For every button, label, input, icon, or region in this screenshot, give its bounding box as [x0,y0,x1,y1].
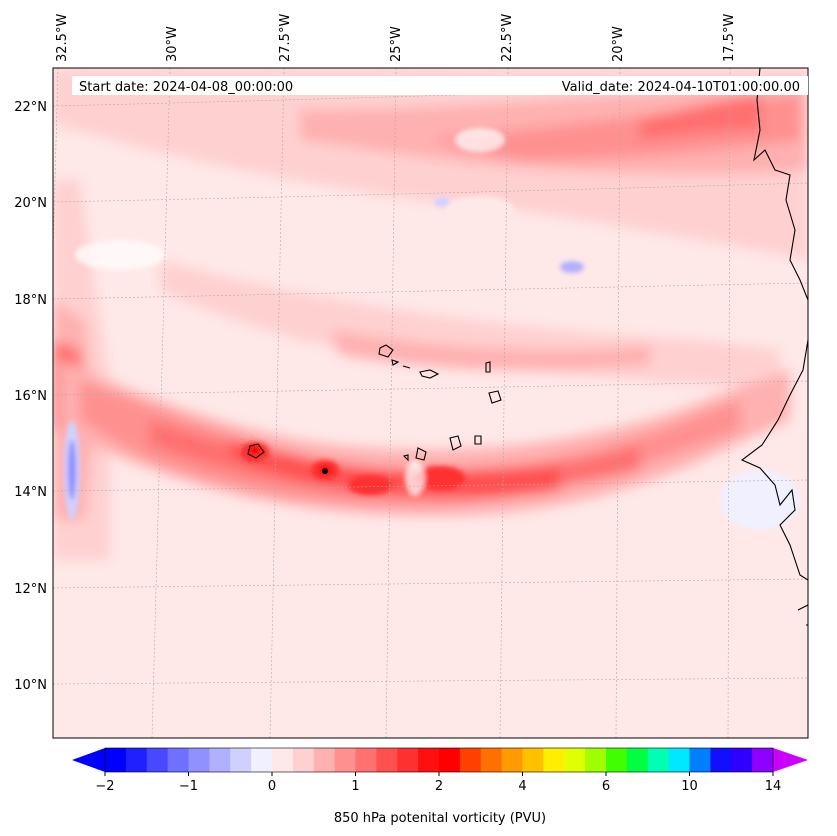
colorbar-cell [397,748,419,772]
lon-label: 25°W [389,26,404,62]
colorbar-tick-label: 0 [268,779,276,794]
lat-label: 20°N [14,196,47,211]
valid-date-label: Valid_date: 2024-04-10T01:00:00.00 [562,80,800,95]
coastline [740,68,808,626]
colorbar-cell [564,748,586,772]
colorbar-cell [501,748,523,772]
colorbar-cell [313,748,336,772]
colorbar-cell [543,748,565,772]
colorbar-tick-label: 10 [681,779,698,794]
latitude-labels: 22°N 20°N 18°N 16°N 14°N 12°N 10°N [14,100,47,693]
colorbar-cell [292,748,315,772]
pv-field [53,68,808,738]
lon-label: 20°W [611,26,626,62]
colorbar-cell [355,748,377,772]
colorbar-cell [105,748,127,772]
colorbar-cell [731,748,753,772]
lon-label: 32.5°W [55,14,70,62]
lon-label: 17.5°W [722,14,737,62]
colorbar-cell [125,748,148,772]
colorbar-cell [230,748,252,772]
colorbar-cell [689,748,711,772]
lat-label: 16°N [14,389,47,404]
colorbar-cell [480,748,503,772]
colorbar-cell [647,748,670,772]
lon-label: 27.5°W [278,14,293,62]
colorbar: −2 −1 0 1 2 4 6 10 14 850 hPa potenital vorticit… [72,747,808,826]
colorbar-cell [710,748,732,772]
colorbar-cell [459,748,482,772]
lon-label: 22.5°W [500,14,515,62]
colorbar-tick-label: 14 [765,779,782,794]
colorbar-cell [188,748,210,772]
colorbar-cell [752,748,774,772]
colorbar-cell [418,748,440,772]
colorbar-tick-label: 1 [351,779,359,794]
lat-label: 14°N [14,485,47,500]
colorbar-extend-high [773,748,808,772]
colorbar-cell [668,748,690,772]
colorbar-tick-label: −1 [179,779,198,794]
colorbar-cell [167,748,189,772]
colorbar-cell [606,748,628,772]
lon-label: 30°W [165,26,180,62]
colorbar-cell [626,748,649,772]
colorbar-cell [585,748,607,772]
colorbar-cell [522,748,544,772]
lat-label: 18°N [14,293,47,308]
lat-label: 22°N [14,100,47,115]
colorbar-cell [334,748,356,772]
colorbar-tick-label: −2 [95,779,114,794]
colorbar-cell [251,748,273,772]
colorbar-cell [146,748,169,772]
colorbar-cell [439,748,461,772]
colorbar-tick-label: 4 [518,779,526,794]
map-frame [52,67,809,739]
colorbar-label: 850 hPa potenital vorticity (PVU) [334,811,546,826]
start-date-label: Start date: 2024-04-08_00:00:00 [79,80,293,95]
lat-label: 12°N [14,582,47,597]
colorbar-cell [272,748,294,772]
colorbar-cell [376,748,398,772]
longitude-labels: 32.5°W 30°W 27.5°W 25°W 22.5°W 20°W 17.5… [55,14,737,62]
colorbar-tick-label: 6 [602,779,610,794]
colorbar-extend-low [72,748,105,772]
colorbar-tick-label: 2 [435,779,443,794]
lat-label: 10°N [14,678,47,693]
date-info-box [72,76,808,95]
cape-verde-islands [247,344,502,475]
colorbar-cell [209,748,231,772]
